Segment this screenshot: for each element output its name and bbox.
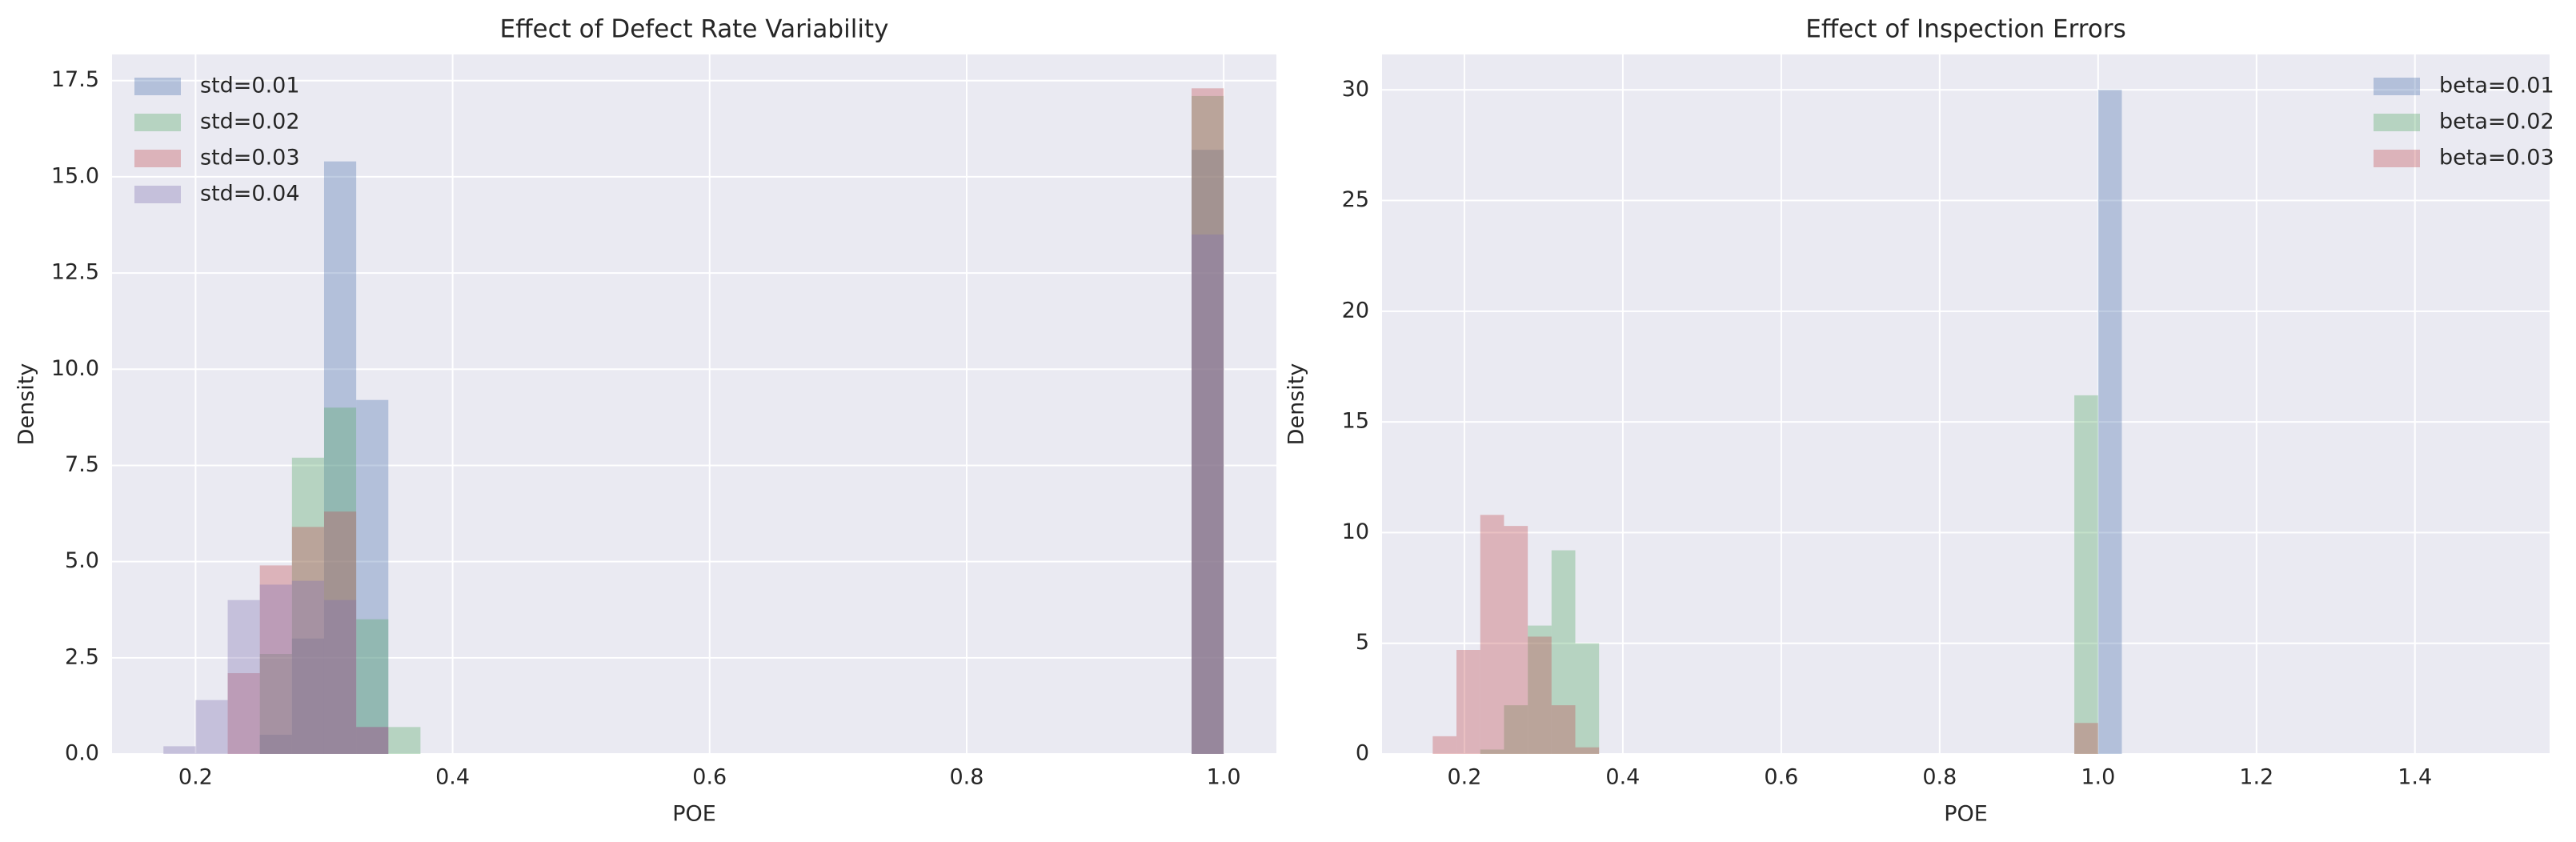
- legend-swatch: [2374, 78, 2420, 95]
- histogram-bar: [195, 700, 228, 754]
- histogram-bar: [227, 673, 260, 754]
- legend-label: beta=0.03: [2439, 146, 2554, 170]
- y-tick-label: 15.0: [51, 163, 99, 188]
- y-tick-label: 30: [1342, 77, 1369, 102]
- y-tick-label: 2.5: [65, 644, 99, 669]
- histogram-bar: [323, 599, 357, 754]
- y-tick-label: 7.5: [65, 452, 99, 477]
- histogram-bar: [1575, 747, 1600, 754]
- y-axis-label: Density: [14, 363, 39, 446]
- x-tick-label: 1.4: [2398, 765, 2432, 790]
- histogram-bar: [2074, 723, 2098, 754]
- histogram-bar: [1456, 650, 1480, 754]
- legend-label: beta=0.01: [2439, 74, 2554, 98]
- histogram-bar: [356, 399, 389, 754]
- y-tick-label: 0: [1356, 741, 1369, 766]
- y-tick-label: 5.0: [65, 548, 99, 573]
- plot-background: [112, 54, 1276, 754]
- legend-swatch: [134, 150, 181, 167]
- y-tick-label: 17.5: [51, 67, 99, 92]
- x-tick-label: 1.0: [1207, 765, 1241, 790]
- histogram-bar: [388, 727, 421, 754]
- histogram-bar: [2074, 395, 2098, 754]
- histogram-bar: [1504, 526, 1528, 754]
- y-tick-label: 10.0: [51, 356, 99, 381]
- x-tick-label: 0.6: [692, 765, 727, 790]
- legend-swatch: [134, 114, 181, 131]
- histogram-bar: [323, 161, 357, 755]
- x-tick-label: 1.0: [2081, 765, 2115, 790]
- histogram-bar: [1192, 234, 1224, 754]
- histogram-bar: [291, 580, 324, 754]
- histogram-bar: [356, 619, 389, 754]
- x-tick-label: 1.2: [2239, 765, 2274, 790]
- histogram-bar: [323, 511, 357, 754]
- x-tick-label: 0.8: [949, 765, 984, 790]
- y-tick-label: 5: [1356, 630, 1369, 655]
- histogram-bar: [2097, 90, 2122, 754]
- x-tick-label: 0.2: [1447, 765, 1481, 790]
- x-tick-label: 0.4: [435, 765, 470, 790]
- histogram-bar: [1528, 636, 1552, 754]
- histogram-bar: [1504, 705, 1528, 754]
- x-tick-label: 0.6: [1764, 765, 1798, 790]
- histogram-bar: [356, 727, 389, 754]
- histogram-bar: [291, 457, 324, 754]
- histogram-bar: [1192, 88, 1224, 754]
- x-tick-label: 0.2: [178, 765, 213, 790]
- legend-label: std=0.04: [200, 182, 300, 206]
- histogram-bar: [163, 746, 196, 754]
- histogram-bar: [259, 584, 292, 754]
- histogram-bar: [1480, 515, 1504, 754]
- legend-label: std=0.03: [200, 146, 300, 170]
- histogram-bar: [1551, 705, 1576, 754]
- histogram-bar: [291, 527, 324, 754]
- histogram-bar: [1528, 625, 1552, 754]
- x-axis-label: POE: [672, 802, 716, 827]
- histogram-bar: [1575, 643, 1600, 754]
- histogram-bar: [259, 734, 292, 754]
- histogram-bar: [1192, 95, 1224, 755]
- plot-background: [1382, 54, 2550, 754]
- x-tick-label: 0.8: [1922, 765, 1957, 790]
- y-tick-label: 12.5: [51, 260, 99, 285]
- y-axis-label: Density: [1284, 363, 1309, 446]
- legend-swatch: [134, 78, 181, 95]
- histogram-bar: [323, 407, 357, 754]
- chart-panel: 0.0 2.5 5.0 7.5 10.0 12.5 15.0 17.5 0.2 0.4 0.6 0.8…: [14, 15, 1276, 827]
- histogram-bar: [291, 638, 324, 754]
- histogram-bar: [1480, 749, 1504, 754]
- y-tick-label: 25: [1342, 187, 1369, 212]
- legend-label: std=0.02: [200, 110, 300, 134]
- legend-swatch: [134, 186, 181, 203]
- chart-title: Effect of Inspection Errors: [1805, 15, 2126, 44]
- y-tick-label: 20: [1342, 298, 1369, 323]
- x-axis-label: POE: [1944, 802, 1988, 827]
- histogram-bar: [1192, 150, 1224, 754]
- legend-label: std=0.01: [200, 74, 300, 98]
- x-tick-label: 0.4: [1605, 765, 1640, 790]
- legend-swatch: [2374, 150, 2420, 167]
- histogram-bar: [1432, 736, 1457, 754]
- chart-title: Effect of Defect Rate Variability: [500, 15, 889, 44]
- histogram-bar: [356, 727, 389, 754]
- histogram-bar: [259, 654, 292, 754]
- legend-label: beta=0.02: [2439, 110, 2554, 134]
- y-tick-label: 0.0: [65, 741, 99, 766]
- y-tick-label: 10: [1342, 519, 1369, 544]
- histogram-bar: [1551, 550, 1576, 754]
- legend-swatch: [2374, 114, 2420, 131]
- y-tick-label: 15: [1342, 409, 1369, 434]
- chart-panel: 0 5 10 15 20 25 30 0.2 0.4 0.6 0.8 1.0 1.2 1.4 Effect …: [1284, 15, 2554, 827]
- histogram-bar: [259, 565, 292, 754]
- histogram-bar: [227, 599, 260, 754]
